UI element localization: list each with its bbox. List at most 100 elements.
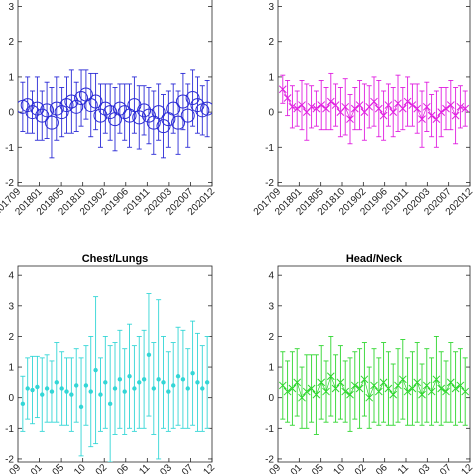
data-point [74,91,89,106]
x-tick-label: 05 [310,462,326,474]
data-point [54,380,59,385]
x-tick-label: 02 [94,462,110,474]
data-point [350,381,359,390]
x-tick-label: 09 [267,462,283,474]
data-point [175,374,181,379]
data-point [137,380,142,385]
data-point [427,111,436,120]
axes-box [17,265,213,463]
data-point [64,389,69,394]
data-point [422,102,431,111]
y-tick-label: -2 [265,178,274,189]
y-tick-label: -1 [265,424,274,435]
data-point [408,384,417,393]
data-point [418,390,426,399]
data-point [302,387,311,396]
data-point [156,377,161,382]
data-series [278,335,470,435]
data-point [25,105,40,120]
y-tick-label: 1 [8,363,14,374]
data-series [20,293,210,462]
data-point [185,91,200,106]
data-point [151,105,166,120]
data-point [446,378,455,387]
data-point [427,387,436,396]
x-tick-label: 05 [51,462,67,474]
data-point [298,393,306,402]
data-point [88,389,93,394]
data-point [312,390,321,399]
data-point [69,99,84,114]
x-tick-label: 07 [438,462,454,474]
data-point [389,390,398,399]
data-point [307,384,316,393]
data-point [312,104,321,113]
x-tick-label: 06 [374,462,390,474]
y-tick-label: 1 [268,363,274,374]
y-tick-label: 1 [268,72,274,83]
data-point [298,101,306,109]
data-point [93,367,98,373]
data-point [185,386,190,391]
data-point [103,380,108,385]
y-tick-label: 2 [268,332,274,343]
x-tick-label: 02 [353,462,369,474]
data-point [59,386,64,391]
data-point [331,384,340,393]
data-point [379,378,388,387]
data-point [307,102,316,111]
data-point [278,85,287,94]
y-tick-label: -1 [5,143,14,154]
data-point [403,97,412,106]
x-tick-label: 01 [29,462,45,474]
data-point [112,386,118,391]
x-tick-label: 11 [396,462,411,474]
data-point [293,104,302,113]
data-point [141,108,156,123]
data-point [374,387,383,396]
data-point [456,381,465,390]
y-tick-label: -2 [5,454,14,465]
y-tick-label: -2 [265,454,274,465]
data-point [141,377,147,382]
data-point [350,104,359,113]
chart-title: Head/Neck [346,253,403,265]
data-point [74,383,79,388]
y-tick-label: 3 [268,2,274,13]
data-point [283,387,292,396]
y-tick-label: 2 [268,37,274,48]
data-point [98,392,103,397]
data-point [451,111,460,120]
data-point [283,94,292,102]
y-tick-label: 0 [268,393,274,404]
data-point [180,377,186,382]
data-point [326,97,335,106]
data-point [132,110,147,125]
data-point [374,104,383,113]
y-tick-label: 3 [268,301,274,312]
x-tick-label: 03 [417,462,433,474]
data-point [437,384,446,393]
data-point [451,384,460,393]
y-tick-label: 2 [8,332,14,343]
data-point [200,101,212,116]
data-point [200,386,205,391]
data-point [456,102,465,111]
y-tick-label: -1 [265,143,274,154]
data-point [442,104,450,113]
data-point [288,102,297,111]
axes-box [17,0,213,187]
data-point [78,404,84,410]
data-point [190,98,205,113]
data-point [35,384,40,390]
data-point [171,383,176,388]
data-point [355,101,364,109]
y-tick-label: -1 [5,424,14,435]
axes-box [277,0,471,187]
data-point [446,101,455,109]
data-point [278,381,287,390]
data-point [117,377,123,382]
data-point [204,380,210,385]
